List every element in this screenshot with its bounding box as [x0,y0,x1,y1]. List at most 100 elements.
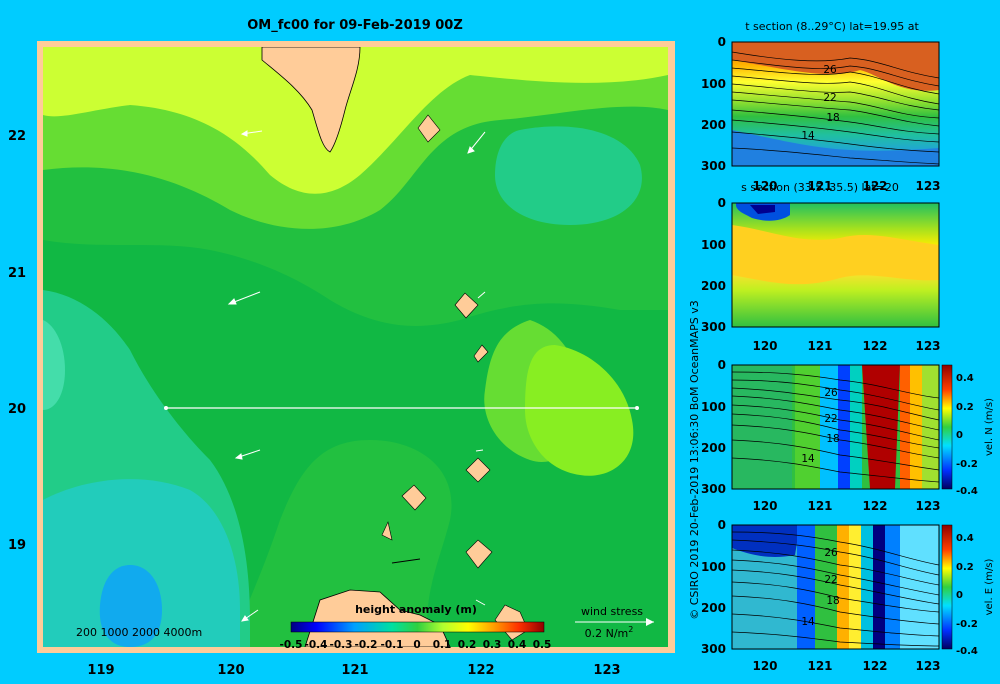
lon-tick-122: 122 [467,663,494,678]
field-region-yellow-green-top [43,47,668,194]
s2-xtick: 123 [915,339,940,353]
lat-tick-19: 19 [8,538,26,553]
cb-tick: 0.3 [483,639,502,651]
section2-frame [731,202,940,328]
colorbar-title: height anomaly (m) [355,603,477,616]
s3-xtick: 120 [752,499,777,513]
cb-tick: -0.3 [330,639,353,651]
section3-colorbar [941,364,953,490]
section-line-end-marker [635,406,639,410]
s2-ytick: 200 [701,279,726,293]
s2-ytick: 100 [701,238,726,252]
s2-ytick: 0 [718,196,726,210]
vel-tick: 0.4 [956,533,974,544]
cb-tick: 0.4 [508,639,527,651]
side-credit: © CSIRO 2019 20-Feb-2019 13:06:30 BoM Oc… [688,300,701,620]
lat-tick-20: 20 [8,402,26,417]
map-title: OM_fc00 for 09-Feb-2019 00Z [247,18,463,33]
sea-level-field [43,47,668,647]
land-island-6 [465,539,493,569]
contour-label: 22 [823,92,836,104]
section4-plot [732,525,939,649]
s2-xtick: 121 [807,339,832,353]
s1-ytick: 100 [701,77,726,91]
land-island-1 [417,114,441,143]
contour-label: 26 [824,547,838,559]
contour-label: 26 [824,387,838,399]
land-island-7 [381,521,393,541]
colorbar-ticks: -0.5 -0.4 -0.3 -0.2 -0.1 0 0.1 0.2 0.3 0… [280,639,552,651]
section4-frame [731,524,940,650]
s3-ytick: 200 [701,441,726,455]
lon-tick-123: 123 [593,663,620,678]
section4-colorbar-ticks: 0.4 0.2 0 -0.2 -0.4 [956,533,978,657]
land-island-4 [465,457,491,483]
cb-tick: 0.1 [433,639,452,651]
field-region-teal-patch-upper-right [495,126,642,225]
s1-xtick: 120 [752,179,777,193]
vel-tick: -0.2 [956,619,978,630]
field-region-teal-west-inner [43,320,65,410]
s3-ytick: 0 [718,358,726,372]
field-region-yellow-patch-right [525,345,634,476]
section-axes-labels: 0 100 200 300 120 121 122 123 0 100 200 … [701,35,941,673]
s4-ytick: 0 [718,518,726,532]
vel-tick: 0.4 [956,373,974,384]
lon-tick-119: 119 [87,663,114,678]
s1-xtick: 121 [807,179,832,193]
colorbar-gradient [290,621,545,633]
s4-ytick: 100 [701,560,726,574]
cb-tick: -0.2 [355,639,378,651]
s4-xtick: 121 [807,659,832,673]
s4-xtick: 122 [862,659,887,673]
section3-frame [731,364,940,490]
s3-ytick: 300 [701,482,726,496]
contour-label: 22 [824,574,837,586]
wind-legend-scale: 0.2 N/m2 [585,625,634,640]
field-region-blue-center [99,565,162,647]
vel-tick: 0 [956,430,963,441]
contour-label: 26 [823,64,837,76]
s1-xtick: 123 [915,179,940,193]
cb-tick: -0.5 [280,639,303,651]
s1-xtick: 122 [862,179,887,193]
cb-tick: -0.1 [381,639,404,651]
contour-label: 22 [824,413,837,425]
section2-title: s section (33.5..35.5) lat=20 [741,181,899,194]
wind-legend-label: wind stress [581,605,643,618]
s4-xtick: 123 [915,659,940,673]
land-island-3 [473,344,489,363]
wind-stress-arrows [227,130,486,622]
section1-frame [731,41,940,167]
depth-legend: 200 1000 2000 4000m [76,626,202,639]
field-region-cyan-southwest [43,479,240,647]
vel-tick: -0.4 [956,646,978,657]
s2-xtick: 120 [752,339,777,353]
land-luzon-north [304,589,451,647]
section4-contour-labels: 26 22 18 14 [801,547,839,628]
s2-xtick: 122 [862,339,887,353]
wind-trough-line [391,558,421,564]
section3-contour-labels: 26 22 18 14 [801,387,839,465]
section4-colorbar-label: vel. E (m/s) [984,558,995,615]
vel-tick: 0.2 [956,562,974,573]
s3-ytick: 100 [701,400,726,414]
section1-plot [732,42,939,166]
s3-xtick: 123 [915,499,940,513]
land-taiwan [261,47,361,153]
lon-tick-121: 121 [341,663,368,678]
section3-colorbar-label: vel. N (m/s) [984,398,995,456]
vel-tick: 0 [956,590,963,601]
contour-label: 14 [801,130,815,142]
section4-colorbar [941,524,953,650]
land-island-5 [401,484,427,511]
section1-title: t section (8..29°C) lat=19.95 at [745,20,919,33]
lon-tick-120: 120 [217,663,244,678]
s2-ytick: 300 [701,320,726,334]
lat-tick-21: 21 [8,266,26,281]
s4-ytick: 200 [701,601,726,615]
contour-label: 18 [826,112,839,124]
s1-ytick: 300 [701,159,726,173]
vel-tick: -0.2 [956,459,978,470]
contour-label: 18 [826,595,839,607]
